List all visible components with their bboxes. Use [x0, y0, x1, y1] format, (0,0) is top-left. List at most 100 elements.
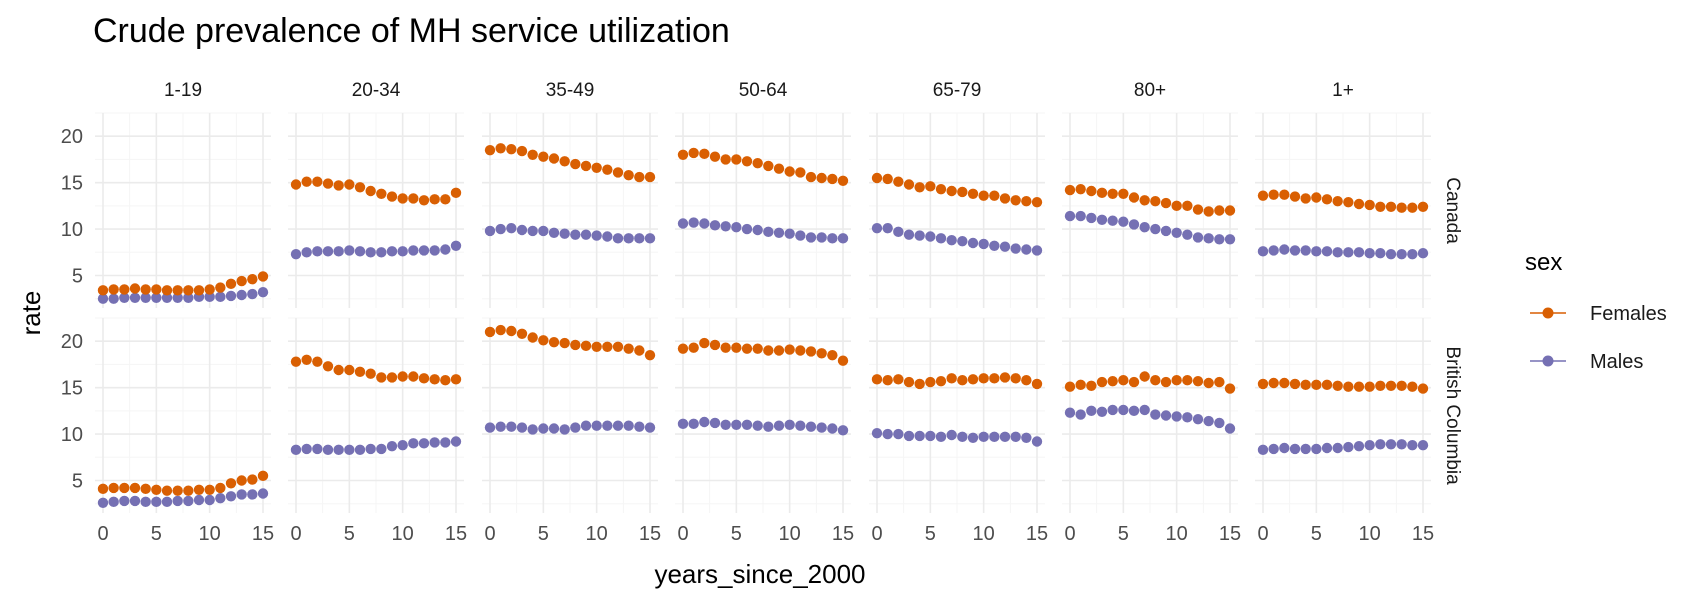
x-tick-label: 5 — [1118, 523, 1129, 545]
point-males — [709, 220, 721, 231]
point-females — [1160, 197, 1172, 209]
point-males — [1203, 233, 1214, 244]
point-females — [1096, 187, 1108, 199]
point-males — [591, 420, 602, 431]
x-tick-label: 0 — [1257, 523, 1268, 545]
chart-title: Crude prevalence of MH service utilizati… — [93, 12, 730, 50]
point-males — [1086, 212, 1097, 224]
point-males — [1224, 234, 1236, 245]
point-males — [893, 428, 904, 440]
point-males — [333, 444, 344, 456]
point-females — [1139, 371, 1150, 382]
point-males — [871, 222, 883, 234]
point-males — [527, 424, 538, 435]
x-tick-label: 10 — [973, 523, 995, 545]
point-females — [129, 283, 141, 294]
point-females — [816, 172, 827, 184]
point-males — [946, 429, 957, 441]
point-males — [161, 292, 173, 303]
x-tick-label: 0 — [290, 523, 301, 545]
point-males — [677, 418, 689, 430]
point-females — [365, 368, 376, 379]
point-females — [1375, 380, 1386, 391]
point-males — [97, 293, 109, 304]
point-females — [440, 375, 451, 386]
point-males — [204, 291, 215, 303]
y-tick-label: 10 — [61, 424, 83, 446]
point-females — [978, 373, 989, 384]
point-females — [559, 156, 570, 167]
point-females — [1031, 196, 1043, 208]
point-females — [484, 144, 496, 156]
point-males — [999, 241, 1011, 252]
point-females — [322, 361, 334, 372]
point-females — [1353, 198, 1365, 210]
point-females — [344, 179, 355, 190]
point-females — [1203, 377, 1214, 389]
point-males — [1064, 210, 1076, 222]
point-males — [322, 444, 334, 456]
point-males — [527, 225, 538, 237]
point-males — [183, 292, 194, 303]
point-females — [506, 144, 517, 155]
point-females — [1375, 201, 1386, 212]
point-males — [538, 423, 549, 434]
panel-canada-35-49 — [482, 112, 658, 308]
point-females — [1224, 205, 1236, 216]
point-males — [397, 440, 408, 451]
point-males — [1353, 440, 1365, 452]
point-females — [204, 484, 215, 495]
point-males — [161, 496, 173, 508]
point-females — [837, 355, 849, 366]
point-males — [805, 232, 817, 243]
point-males — [1171, 227, 1182, 238]
point-females — [1257, 190, 1269, 201]
facet-row-label-canada: Canada — [1442, 177, 1463, 244]
legend-title: sex — [1525, 249, 1562, 276]
point-females — [1289, 378, 1301, 390]
point-females — [784, 166, 795, 177]
legend-item-females: Females — [1530, 303, 1667, 325]
facet-strip-65-79: 65-79 — [933, 80, 982, 101]
point-males — [752, 420, 763, 431]
point-males — [538, 225, 549, 237]
point-females — [236, 475, 247, 486]
point-males — [816, 232, 827, 243]
point-females — [290, 179, 302, 190]
point-females — [957, 186, 968, 198]
x-axis-title: years_since_2000 — [654, 559, 865, 589]
point-males — [257, 287, 269, 298]
point-females — [570, 158, 581, 170]
x-tick-label: 10 — [586, 523, 608, 545]
point-males — [236, 489, 247, 500]
point-males — [397, 246, 408, 257]
point-males — [709, 417, 721, 429]
point-females — [538, 335, 549, 346]
point-males — [1224, 423, 1236, 434]
point-males — [978, 431, 989, 443]
point-males — [978, 238, 989, 250]
panel-british-columbia-50-64 — [675, 317, 851, 513]
point-females — [978, 190, 989, 201]
point-females — [827, 173, 838, 185]
point-males — [773, 227, 785, 238]
point-females — [376, 372, 387, 383]
point-males — [1257, 444, 1269, 456]
point-males — [773, 420, 785, 431]
point-males — [1182, 412, 1193, 423]
point-females — [527, 149, 538, 160]
point-males — [140, 292, 151, 303]
point-females — [871, 172, 883, 184]
point-males — [763, 226, 774, 238]
point-males — [1417, 248, 1429, 259]
point-females — [183, 285, 194, 296]
point-females — [1279, 189, 1290, 200]
point-females — [1268, 189, 1279, 200]
point-females — [1257, 378, 1269, 390]
point-males — [1375, 439, 1386, 450]
point-females — [1171, 200, 1182, 212]
point-females — [871, 374, 883, 385]
point-males — [108, 293, 119, 304]
point-males — [1385, 248, 1397, 260]
